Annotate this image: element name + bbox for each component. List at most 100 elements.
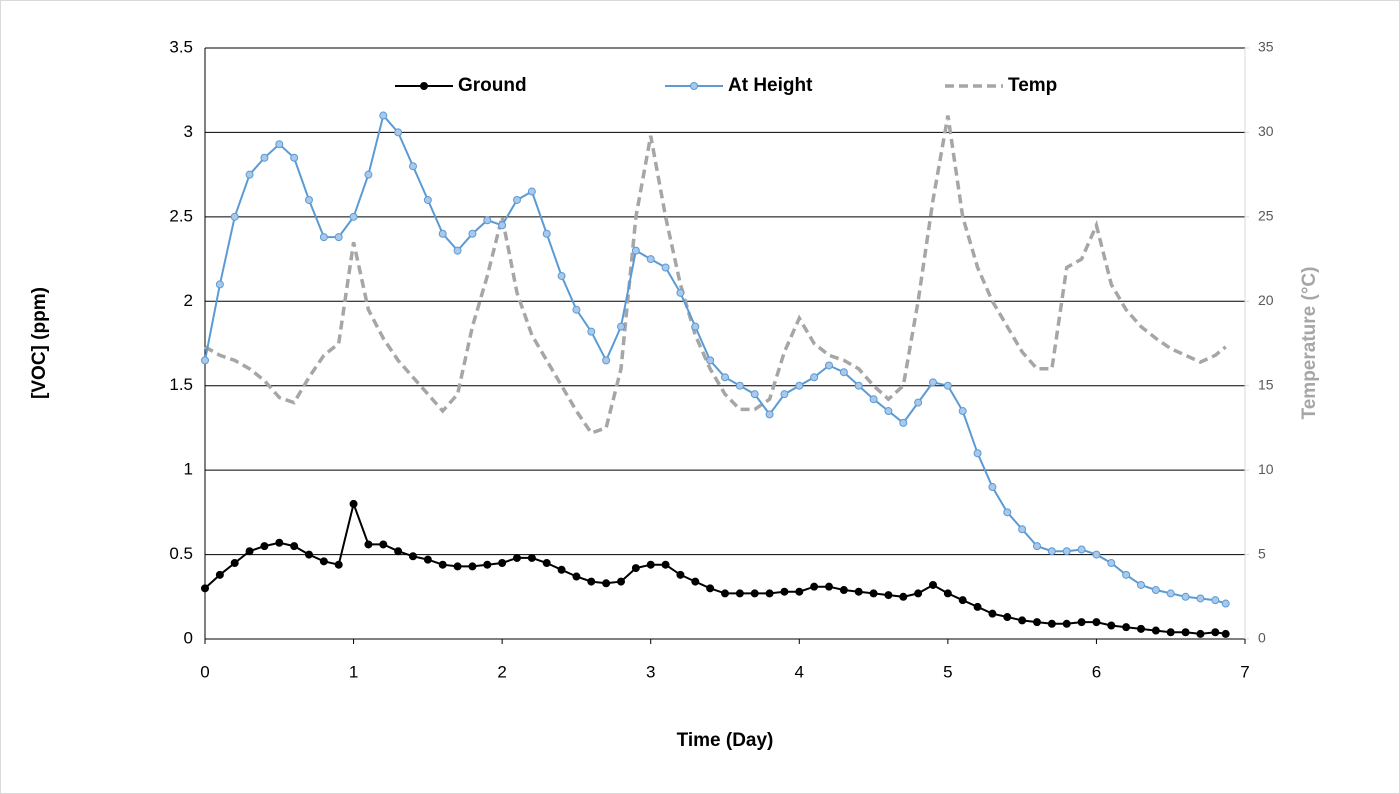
data-point bbox=[572, 305, 581, 314]
data-point bbox=[884, 407, 893, 416]
data-point bbox=[409, 162, 417, 171]
y-tick-label: 0.5 bbox=[169, 544, 193, 563]
legend-label: Temp bbox=[1008, 75, 1057, 96]
series-line bbox=[204, 500, 1226, 635]
data-point bbox=[230, 212, 239, 221]
y2-tick-label: 10 bbox=[1258, 461, 1274, 477]
data-point bbox=[646, 255, 655, 264]
data-point bbox=[260, 153, 269, 162]
data-point bbox=[1033, 618, 1041, 627]
data-point bbox=[750, 589, 759, 598]
data-point bbox=[1092, 550, 1101, 559]
data-point bbox=[1077, 545, 1086, 554]
data-point bbox=[899, 418, 908, 427]
data-point bbox=[305, 195, 313, 204]
data-point bbox=[1003, 613, 1012, 622]
data-point bbox=[513, 195, 521, 204]
y-tick-label: 1 bbox=[184, 460, 193, 479]
data-point bbox=[438, 229, 447, 238]
data-point bbox=[349, 499, 358, 508]
data-point bbox=[319, 557, 328, 566]
data-point bbox=[1107, 621, 1116, 630]
data-point bbox=[1151, 586, 1160, 595]
data-point bbox=[1122, 570, 1131, 579]
data-point bbox=[1047, 547, 1056, 556]
data-point bbox=[1137, 624, 1145, 633]
data-point bbox=[1077, 618, 1086, 627]
y2-axis-label: Temperature (°C) bbox=[1299, 267, 1320, 420]
data-point bbox=[943, 589, 952, 598]
data-point bbox=[661, 263, 670, 272]
data-point bbox=[617, 577, 625, 586]
data-point bbox=[854, 381, 863, 390]
y-axis-label: [VOC] (ppm) bbox=[29, 287, 50, 399]
data-point bbox=[527, 187, 536, 196]
data-point bbox=[988, 483, 997, 492]
data-point bbox=[468, 229, 477, 238]
data-point bbox=[1092, 618, 1101, 627]
data-point bbox=[275, 140, 284, 149]
data-point bbox=[825, 582, 833, 591]
x-tick-label: 7 bbox=[1240, 662, 1249, 681]
y-tick-label: 2.5 bbox=[169, 206, 193, 225]
data-point bbox=[1196, 594, 1205, 603]
data-point bbox=[973, 602, 982, 611]
data-point bbox=[1033, 542, 1041, 551]
legend-marker bbox=[690, 82, 698, 90]
data-point bbox=[319, 233, 328, 242]
data-point bbox=[617, 322, 625, 331]
data-point bbox=[929, 378, 937, 387]
data-point bbox=[215, 570, 224, 579]
data-point bbox=[691, 322, 700, 331]
data-point bbox=[305, 550, 313, 559]
data-point bbox=[275, 538, 284, 547]
data-point bbox=[1196, 629, 1205, 638]
data-point bbox=[1166, 628, 1175, 637]
y-tick-label: 2 bbox=[184, 291, 193, 310]
data-point bbox=[557, 565, 566, 574]
y2-tick-label: 25 bbox=[1258, 208, 1274, 224]
data-point bbox=[542, 229, 551, 238]
data-point bbox=[795, 381, 804, 390]
legend-label: At Height bbox=[728, 75, 813, 96]
legend-label: Ground bbox=[458, 75, 527, 96]
data-point bbox=[498, 559, 507, 568]
data-point bbox=[1107, 559, 1116, 568]
y2-tick-label: 0 bbox=[1258, 630, 1266, 646]
data-point bbox=[527, 553, 536, 562]
data-point bbox=[1137, 580, 1145, 589]
data-point bbox=[780, 587, 789, 596]
data-point bbox=[646, 560, 655, 569]
data-point bbox=[914, 589, 923, 598]
x-tick-label: 2 bbox=[497, 662, 506, 681]
data-point bbox=[230, 559, 239, 568]
data-point bbox=[468, 562, 477, 571]
data-point bbox=[290, 542, 299, 551]
data-point bbox=[869, 395, 878, 404]
data-point bbox=[1151, 626, 1160, 635]
data-point bbox=[676, 570, 685, 579]
data-point bbox=[349, 212, 358, 221]
y-tick-label: 3 bbox=[184, 122, 193, 141]
data-point bbox=[631, 564, 640, 573]
data-point bbox=[973, 449, 982, 458]
data-point bbox=[542, 559, 551, 568]
data-point bbox=[423, 555, 432, 564]
data-point bbox=[1018, 525, 1027, 534]
data-point bbox=[290, 153, 299, 162]
data-point bbox=[201, 584, 209, 593]
data-point bbox=[839, 368, 848, 377]
data-point bbox=[795, 587, 804, 596]
y2-tick-label: 15 bbox=[1258, 376, 1274, 392]
data-point bbox=[1221, 629, 1230, 638]
data-point bbox=[379, 111, 388, 120]
data-point bbox=[245, 547, 254, 556]
x-tick-label: 1 bbox=[349, 662, 358, 681]
y-tick-label: 0 bbox=[184, 628, 193, 647]
data-point bbox=[825, 361, 833, 370]
legend-marker bbox=[420, 82, 428, 90]
data-point bbox=[1122, 623, 1131, 632]
y-tick-label: 1.5 bbox=[169, 375, 193, 394]
data-point bbox=[988, 609, 997, 618]
